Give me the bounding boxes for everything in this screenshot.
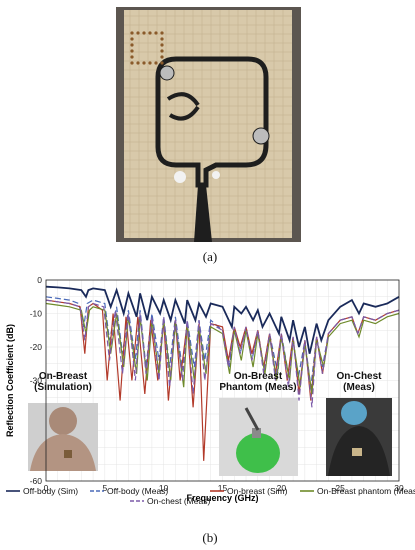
y-tick-label: -30 (30, 376, 43, 386)
chart-legend: Off-body (Sim) Off-body (Meas) On-breast (… (6, 486, 415, 506)
antenna-feature (194, 185, 212, 242)
x-axis-label: Frequency (GHz) (186, 493, 258, 503)
stitch-dot (160, 43, 164, 47)
x-tick-label: 0 (44, 483, 49, 493)
y-tick-label: -20 (30, 342, 43, 352)
annotation-label: On-Breast Phantom (Meas) (219, 371, 296, 393)
x-tick-label: 10 (159, 483, 169, 493)
stitch-dot (130, 55, 134, 59)
inset-photos (28, 398, 392, 476)
stitch-dot (136, 31, 140, 35)
x-tick-label: 5 (102, 483, 107, 493)
stitch-dot (130, 37, 134, 41)
caption-a: (a) (202, 249, 218, 264)
series-line-5 (45, 299, 400, 408)
y-tick-label: -60 (30, 476, 43, 486)
stitch-dot (160, 61, 164, 65)
antenna-feature (168, 105, 200, 121)
series-line-4 (45, 302, 400, 394)
stitch-dot (148, 61, 152, 65)
stitch-dot (130, 31, 134, 35)
caption-b: (b) (202, 530, 218, 545)
stitch-dot (160, 37, 164, 41)
annotation-line: On-Breast (234, 371, 283, 382)
inset-photo-chest (326, 398, 392, 476)
plot-frame (45, 279, 400, 482)
antenna-feature (155, 56, 269, 188)
y-axis-label: Reflection Coefficient (dB) (5, 324, 15, 437)
stitch-dot (160, 49, 164, 53)
legend-label: On-chest (Meas) (147, 496, 210, 506)
stitch-dot (154, 61, 158, 65)
legend-label: Off-body (Meas) (107, 486, 168, 496)
y-tick-label: -10 (30, 309, 43, 319)
stitch-dot (142, 31, 146, 35)
antenna-feature (174, 171, 186, 183)
stitch-dot (154, 31, 158, 35)
annotation-label: On-Breast (Simulation) (34, 371, 92, 393)
y-tick-label: 0 (37, 275, 42, 285)
antenna-photo (116, 7, 301, 242)
stitch-dot (130, 49, 134, 53)
chart-annotations: On-Breast (Simulation)On-Breast Phantom (M… (34, 371, 382, 393)
stitch-dot (160, 55, 164, 59)
legend-label: On-Breast phantom (Meas) (317, 486, 415, 496)
x-tick-label: 15 (218, 483, 228, 493)
annotation-line: (Simulation) (34, 382, 92, 393)
antenna-feature (252, 127, 270, 145)
chart-series (45, 285, 400, 461)
inset-photo-body-model (28, 403, 98, 471)
inset-photo-phantom (219, 398, 298, 476)
stitch-dot (130, 61, 134, 65)
annotation-label: On-Chest (Meas) (337, 371, 383, 393)
annotation-line: On-Chest (337, 371, 383, 382)
annotation-line: (Meas) (343, 382, 375, 393)
stitch-dot (160, 31, 164, 35)
x-tick-label: 25 (335, 483, 345, 493)
x-tick-label: 30 (394, 483, 404, 493)
annotation-line: Phantom (Meas) (219, 382, 296, 393)
stitch-dot (130, 43, 134, 47)
x-tick-labels: 0 5 10 15 20 25 30 (44, 483, 404, 493)
legend-label: Off-body (Sim) (23, 486, 78, 496)
legend-label: On-breast (Sim) (227, 486, 288, 496)
stitch-dots (130, 31, 164, 65)
series-line-1 (45, 285, 400, 354)
antenna-feature (166, 92, 200, 107)
annotation-line: On-Breast (39, 371, 88, 382)
antenna-feature (212, 171, 220, 179)
stitch-dot (148, 31, 152, 35)
stitch-dot (142, 61, 146, 65)
antenna-patch (155, 56, 270, 242)
stitch-dot (136, 61, 140, 65)
x-tick-label: 20 (277, 483, 287, 493)
antenna-feature (159, 65, 175, 81)
